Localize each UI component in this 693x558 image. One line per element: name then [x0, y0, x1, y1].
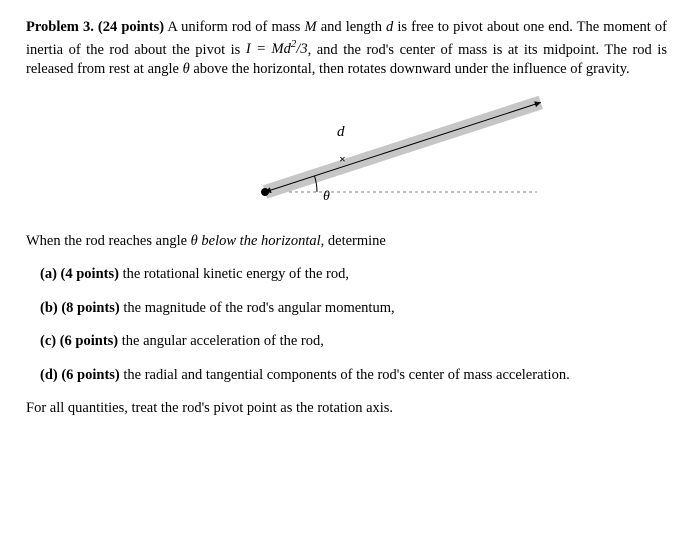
problem-statement: Problem 3. (24 points) A uniform rod of …	[26, 18, 667, 80]
text: above the horizontal, then rotates downw…	[190, 61, 630, 77]
svg-text:×: ×	[339, 152, 346, 166]
problem-label: Problem 3. (24 points)	[26, 19, 164, 35]
eq-after: /3	[296, 41, 307, 57]
part-c: (c) (6 points) the angular acceleration …	[26, 332, 667, 352]
text: and length	[317, 19, 386, 35]
part-text: the angular acceleration of the rod,	[118, 333, 324, 349]
question-intro: When the rod reaches angle θ below the h…	[26, 232, 667, 252]
part-label: (a) (4 points)	[40, 266, 119, 282]
text-italic: below the horizontal	[198, 233, 321, 249]
footnote: For all quantities, treat the rod's pivo…	[26, 399, 667, 419]
text: , determine	[321, 233, 386, 249]
inertia-eq: I = Md2/3	[246, 41, 308, 57]
var-theta: θ	[191, 233, 198, 249]
part-label: (d) (6 points)	[40, 367, 120, 383]
part-text: the magnitude of the rod's angular momen…	[120, 300, 395, 316]
eq-base: I = Md	[246, 41, 291, 57]
rod-diagram: θ d ×	[137, 88, 557, 218]
problem-page: Problem 3. (24 points) A uniform rod of …	[0, 0, 693, 437]
text: A uniform rod of mass	[164, 19, 304, 35]
part-a: (a) (4 points) the rotational kinetic en…	[26, 265, 667, 285]
part-label: (c) (6 points)	[40, 333, 118, 349]
part-text: the radial and tangential components of …	[120, 367, 570, 383]
var-theta: θ	[183, 61, 190, 77]
part-d: (d) (6 points) the radial and tangential…	[26, 366, 667, 386]
part-b: (b) (8 points) the magnitude of the rod'…	[26, 299, 667, 319]
part-label: (b) (8 points)	[40, 300, 120, 316]
svg-text:θ: θ	[323, 189, 330, 204]
var-m: M	[305, 19, 317, 35]
svg-text:d: d	[337, 124, 345, 140]
part-text: the rotational kinetic energy of the rod…	[119, 266, 349, 282]
text: When the rod reaches angle	[26, 233, 191, 249]
